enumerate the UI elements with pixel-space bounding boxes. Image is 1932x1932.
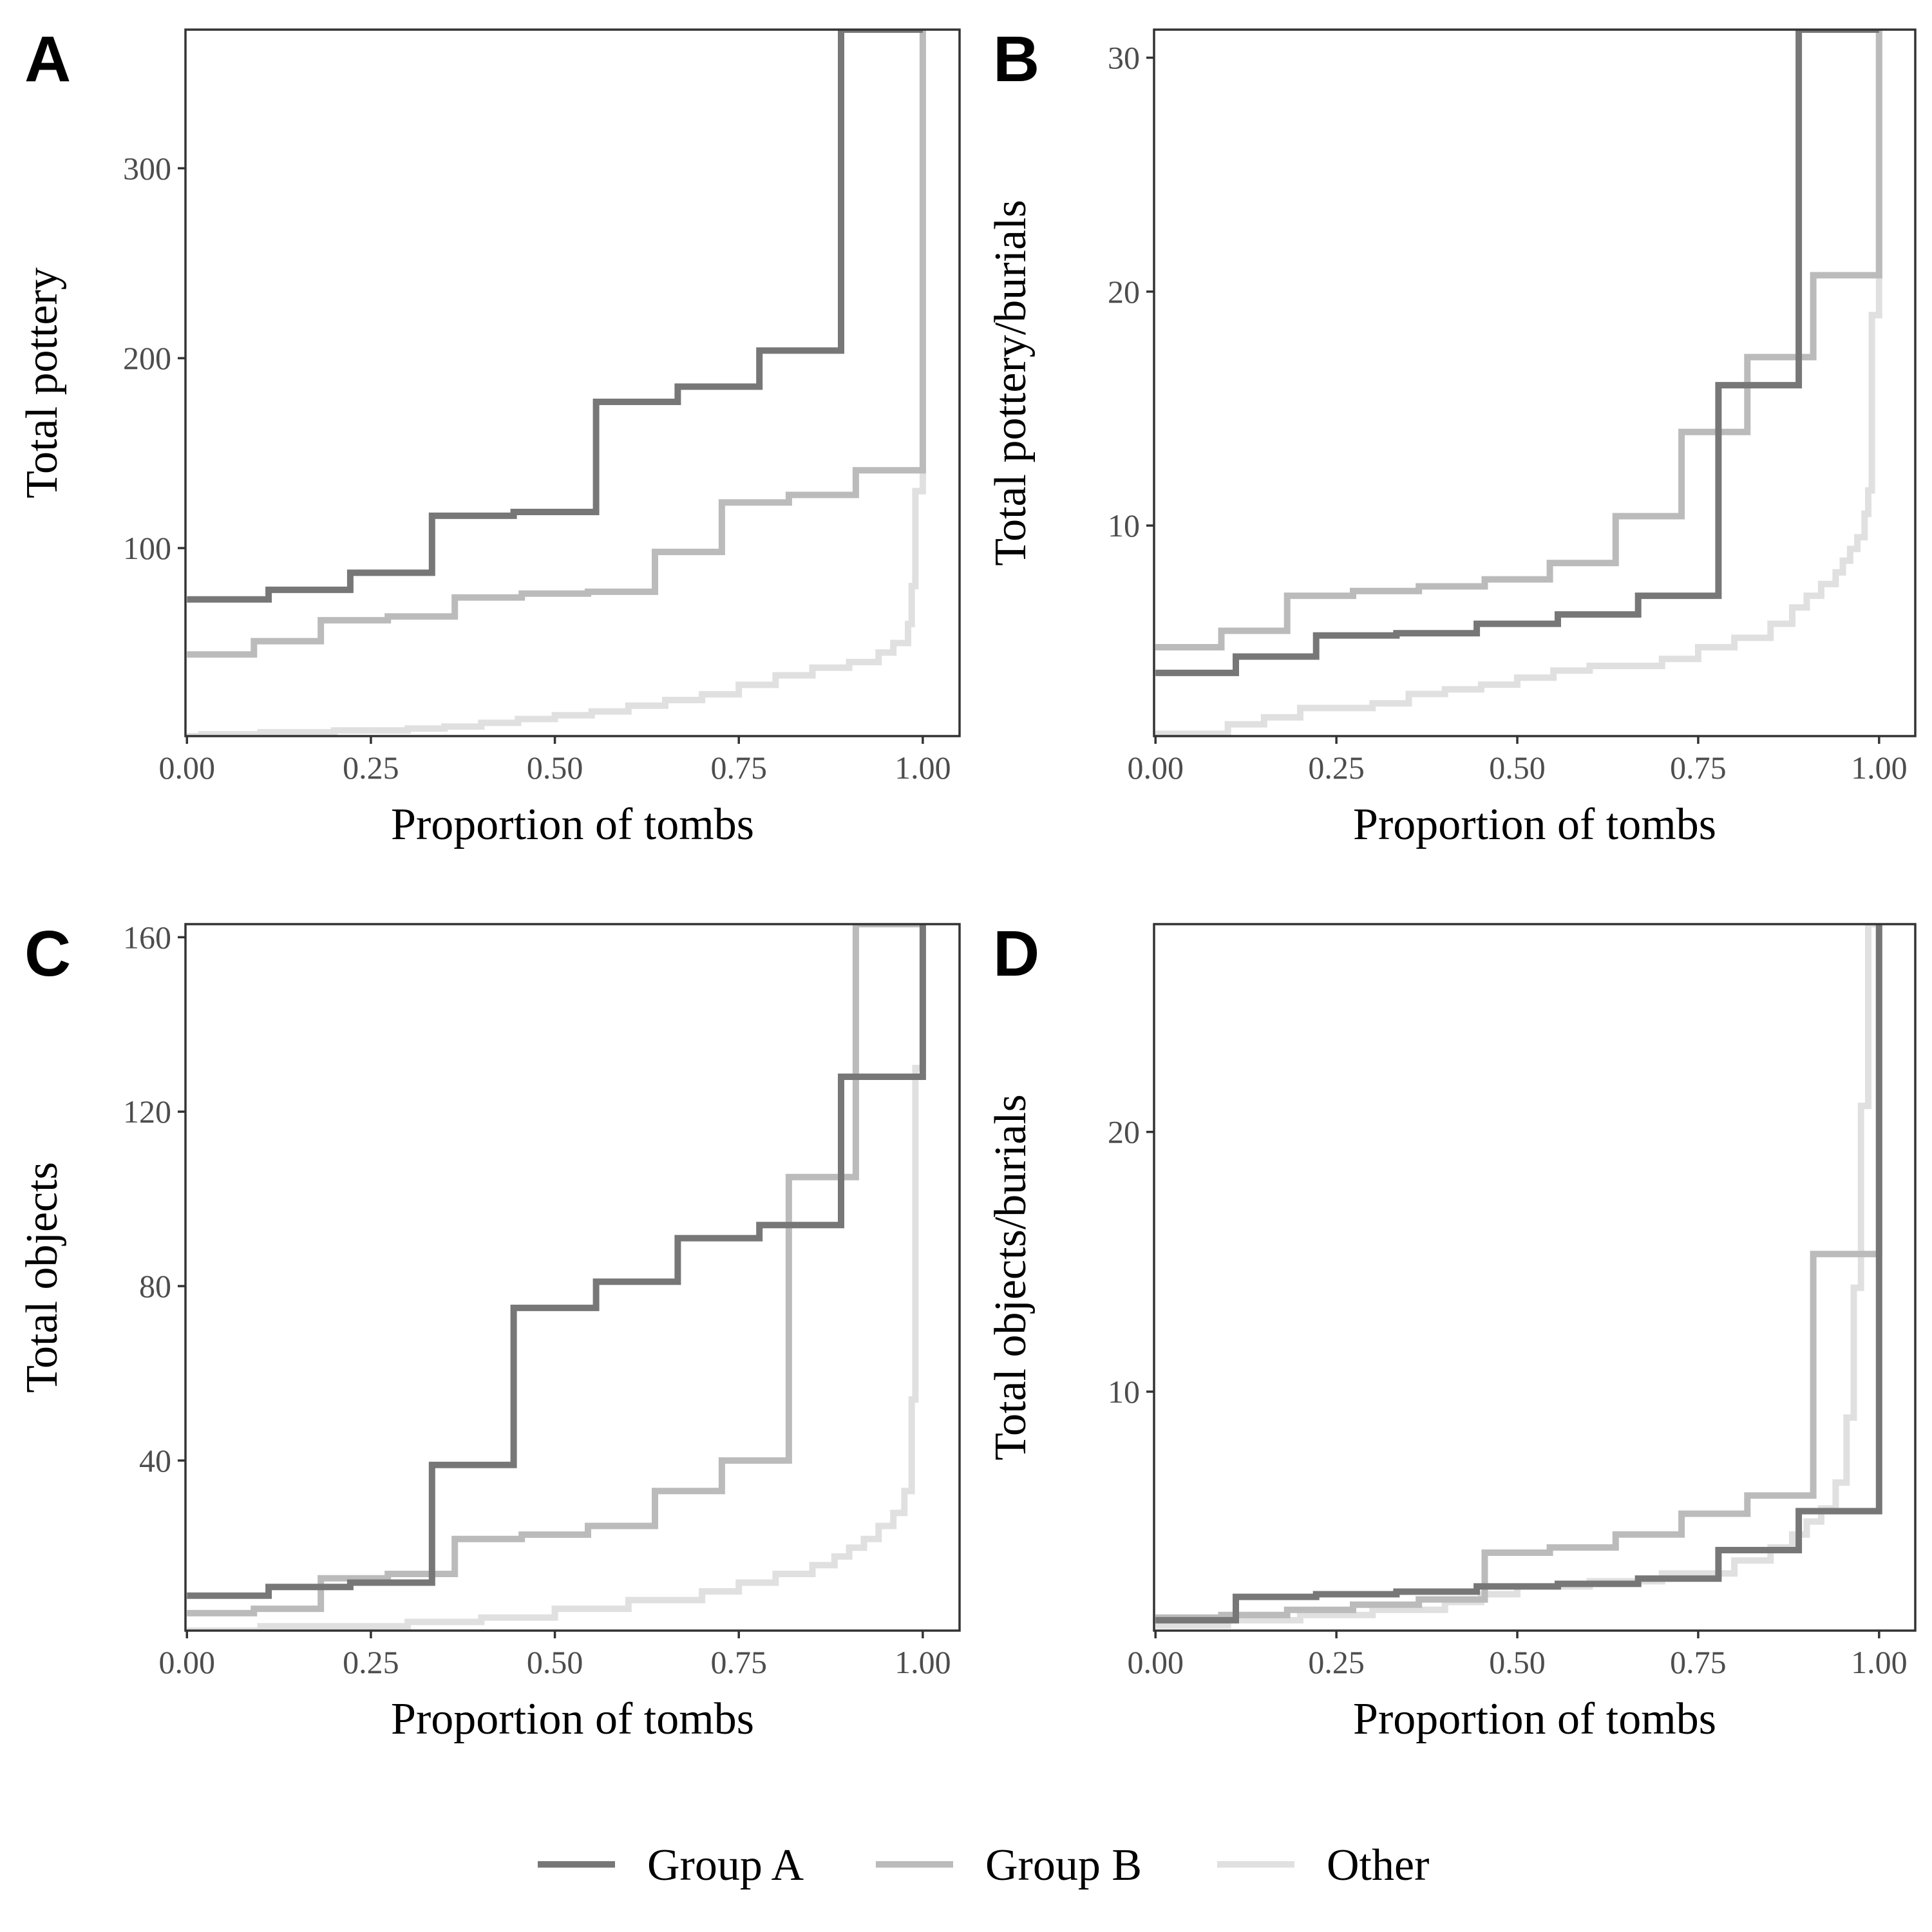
x-tick-label: 0.25 <box>1308 1644 1365 1680</box>
plot-frame <box>1153 28 1917 737</box>
legend-label: Group A <box>647 1841 804 1890</box>
y-tick-label: 10 <box>1108 507 1140 544</box>
x-tick-label: 0.75 <box>1670 1644 1727 1680</box>
x-tick-label: 0.00 <box>159 750 216 786</box>
y-tick-label: 100 <box>123 530 171 566</box>
y-axis-title: Total pottery <box>17 267 67 498</box>
series-group-b-line <box>187 924 923 1616</box>
series-group <box>1155 924 1882 1629</box>
series-group-a-line <box>1155 30 1879 676</box>
panel-tag: D <box>993 918 1039 990</box>
y-axis-title: Total objects <box>17 1162 67 1393</box>
legend-label: Other <box>1327 1841 1429 1890</box>
x-tick-label: 0.25 <box>343 750 399 786</box>
y-axis-title: Total pottery/burials <box>986 200 1036 566</box>
y-tick-label: 200 <box>123 340 171 376</box>
panel-tag: C <box>24 918 71 990</box>
series-other-line <box>187 470 926 736</box>
x-tick-label: 0.00 <box>1127 1644 1184 1680</box>
y-tick-label: 10 <box>1108 1374 1140 1410</box>
x-tick-label: 1.00 <box>895 750 951 786</box>
panel-c: 0.00 0.25 0.50 0.75 1.00 40 80 120 160 Proportion… <box>17 918 961 1744</box>
x-axis-title: Proportion of tombs <box>1353 1694 1716 1744</box>
x-tick-label: 0.75 <box>710 750 767 786</box>
y-tick-label: 300 <box>123 150 171 186</box>
y-tick-label: 160 <box>123 919 171 955</box>
x-tick-label: 0.00 <box>1127 750 1184 786</box>
panel-b: 0.00 0.25 0.50 0.75 1.00 10 20 30 Proportion of … <box>986 23 1917 849</box>
x-tick-label: 1.00 <box>895 1644 951 1680</box>
y-tick-label: 20 <box>1108 274 1140 310</box>
panel-d: 0.00 0.25 0.50 0.75 1.00 10 20 Proportion of to… <box>986 918 1917 1744</box>
x-tick-label: 0.25 <box>343 1644 399 1680</box>
series-group-b-line <box>1155 924 1882 1621</box>
x-axis-title: Proportion of tombs <box>391 800 754 849</box>
x-tick-label: 0.75 <box>710 1644 767 1680</box>
y-tick-label: 30 <box>1108 40 1140 76</box>
y-axis-title: Total objects/burials <box>986 1094 1036 1461</box>
y-tick-label: 80 <box>139 1268 171 1304</box>
series-group-b-line <box>187 30 926 658</box>
panel-tag: A <box>24 23 71 95</box>
x-tick-label: 0.50 <box>1489 1644 1546 1680</box>
x-axis-title: Proportion of tombs <box>1353 800 1716 849</box>
x-tick-label: 0.75 <box>1670 750 1727 786</box>
x-tick-label: 0.25 <box>1308 750 1365 786</box>
series-other-line <box>187 924 926 1631</box>
y-tick-label: 20 <box>1108 1114 1140 1150</box>
legend: Group A Group B Other <box>538 1841 1429 1890</box>
series-group-a-line <box>187 30 923 603</box>
series-group-b-line <box>1155 30 1882 650</box>
series-other-line <box>1155 30 1882 736</box>
plot-frame <box>184 923 961 1632</box>
x-tick-label: 1.00 <box>1851 750 1908 786</box>
x-tick-label: 0.50 <box>527 750 583 786</box>
plot-frame <box>1153 923 1917 1632</box>
legend-label: Group B <box>985 1841 1142 1890</box>
plot-frame <box>184 28 961 737</box>
x-tick-label: 1.00 <box>1851 1644 1908 1680</box>
series-group <box>187 30 926 736</box>
series-other-line <box>1155 924 1879 1629</box>
panel-tag: B <box>993 23 1039 95</box>
series-group-a-line <box>1155 924 1882 1624</box>
x-tick-label: 0.00 <box>159 1644 216 1680</box>
series-group-a-line <box>187 924 926 1599</box>
x-tick-label: 0.50 <box>527 1644 583 1680</box>
y-tick-label: 40 <box>139 1443 171 1479</box>
x-axis-title: Proportion of tombs <box>391 1694 754 1744</box>
x-tick-label: 0.50 <box>1489 750 1546 786</box>
series-group <box>187 924 926 1631</box>
series-group <box>1155 30 1882 736</box>
y-tick-label: 120 <box>123 1094 171 1130</box>
panel-a: 0.00 0.25 0.50 0.75 1.00 100 200 300 Proportion … <box>17 23 961 849</box>
